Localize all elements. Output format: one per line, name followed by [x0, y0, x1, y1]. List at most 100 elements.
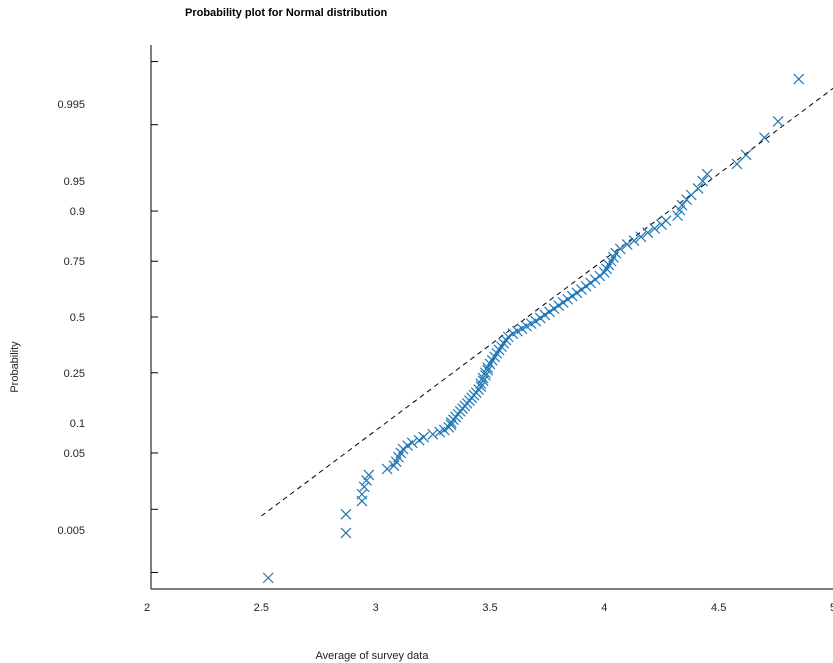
marker-stroke — [502, 331, 514, 343]
marker-stroke — [358, 481, 370, 493]
y-axis-label: Probability — [9, 341, 21, 393]
data-point-group — [262, 73, 805, 584]
marker-stroke — [697, 175, 709, 187]
x-tick-label: 2 — [144, 602, 150, 614]
marker-stroke — [477, 375, 489, 387]
data-point — [548, 303, 560, 315]
data-point — [493, 344, 505, 356]
data-point — [340, 527, 352, 539]
data-point — [340, 508, 352, 520]
data-point — [486, 354, 498, 366]
marker-stroke — [489, 351, 500, 363]
marker-stroke — [772, 116, 784, 127]
x-tick-label-group: 2 2.5 3 3.5 4 4.5 5 — [144, 602, 833, 614]
data-point — [477, 375, 489, 387]
data-point — [496, 341, 507, 353]
data-point — [262, 572, 274, 584]
marker-stroke — [530, 315, 542, 327]
marker-stroke — [553, 300, 565, 311]
marker-stroke — [585, 277, 597, 289]
marker-stroke — [363, 469, 375, 481]
chart-title: Probability plot for Normal distribution — [185, 7, 388, 19]
data-point — [562, 293, 574, 305]
marker-stroke — [731, 158, 743, 170]
marker-stroke — [498, 337, 510, 349]
y-tick-label: 0.5 — [70, 312, 85, 324]
x-tick-label: 4 — [601, 602, 607, 614]
data-point — [585, 277, 597, 289]
data-point — [793, 73, 805, 85]
marker-stroke — [660, 215, 672, 227]
marker-stroke — [614, 243, 626, 255]
marker-stroke — [491, 347, 503, 359]
y-tick-label: 0.1 — [70, 418, 85, 430]
x-tick-label: 5 — [830, 602, 833, 614]
marker-stroke — [562, 293, 574, 305]
data-point — [356, 488, 368, 500]
y-tick-label-group: 0.005 0.05 0.1 0.25 0.5 0.75 0.9 0.95 0.995 — [57, 99, 85, 537]
data-point — [413, 434, 425, 446]
marker-stroke — [340, 527, 352, 539]
x-tick-label: 3 — [373, 602, 379, 614]
marker-stroke — [406, 437, 418, 449]
y-tick-label: 0.995 — [57, 99, 85, 111]
marker-stroke — [576, 284, 587, 295]
marker-stroke — [413, 434, 425, 446]
y-tick-label: 0.25 — [64, 368, 85, 380]
data-point — [498, 337, 510, 349]
data-point — [553, 300, 565, 311]
marker-stroke — [340, 508, 352, 520]
marker-stroke — [628, 235, 640, 247]
data-point — [530, 315, 542, 327]
reference-fit-line — [261, 88, 833, 517]
marker-stroke — [758, 132, 770, 144]
data-point — [701, 168, 713, 180]
data-point — [557, 296, 569, 308]
data-point — [580, 280, 592, 292]
y-tick-label: 0.05 — [64, 448, 85, 460]
data-point — [576, 284, 587, 295]
marker-stroke — [381, 463, 393, 475]
x-axis-label: Average of survey data — [316, 650, 430, 662]
x-tick-label: 4.5 — [711, 602, 726, 614]
data-point — [361, 475, 372, 486]
marker-stroke — [621, 239, 633, 250]
data-point — [358, 481, 370, 493]
marker-stroke — [361, 475, 372, 486]
marker-stroke — [539, 309, 551, 321]
marker-stroke — [566, 290, 578, 302]
marker-stroke — [534, 312, 546, 324]
data-point — [363, 469, 375, 481]
data-point — [427, 428, 439, 440]
marker-stroke — [418, 431, 430, 443]
marker-stroke — [356, 488, 368, 500]
marker-stroke — [557, 296, 569, 308]
y-tick-label: 0.9 — [70, 206, 85, 218]
data-point — [566, 290, 578, 302]
marker-stroke — [262, 572, 274, 584]
data-point — [482, 364, 494, 376]
marker-stroke — [701, 168, 713, 180]
data-point — [571, 287, 583, 299]
marker-stroke — [493, 344, 505, 356]
data-point — [614, 243, 626, 255]
x-tick-label: 2.5 — [254, 602, 269, 614]
data-point — [731, 158, 743, 170]
marker-stroke — [642, 227, 654, 239]
data-point — [672, 210, 683, 222]
marker-stroke — [548, 303, 560, 315]
y-tick-group — [151, 61, 158, 573]
marker-stroke — [635, 231, 647, 243]
data-point — [649, 223, 661, 234]
data-point — [544, 306, 555, 318]
data-point — [539, 309, 551, 321]
marker-stroke — [740, 149, 752, 161]
data-point — [491, 347, 503, 359]
x-tick-label: 3.5 — [482, 602, 497, 614]
data-point — [758, 132, 770, 144]
data-point — [635, 231, 647, 243]
data-point — [697, 175, 709, 187]
data-point — [502, 331, 514, 343]
data-point — [740, 149, 752, 161]
data-point — [621, 239, 633, 250]
